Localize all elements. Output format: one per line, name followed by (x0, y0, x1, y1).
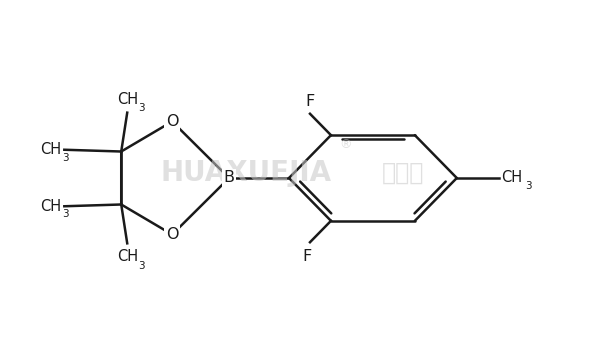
Text: CH: CH (40, 199, 61, 214)
Text: CH: CH (501, 171, 523, 185)
Text: 3: 3 (62, 209, 69, 219)
Text: CH: CH (117, 249, 138, 264)
Text: CH: CH (117, 92, 138, 107)
Text: F: F (302, 249, 312, 264)
Text: 3: 3 (138, 261, 144, 271)
Text: B: B (223, 171, 235, 185)
Text: O: O (166, 227, 178, 242)
Text: 3: 3 (138, 103, 144, 113)
Text: ®: ® (340, 138, 352, 151)
Text: O: O (166, 114, 178, 129)
Text: 化学加: 化学加 (382, 161, 424, 185)
Text: HUAXUEJIA: HUAXUEJIA (160, 159, 331, 187)
Text: CH: CH (40, 142, 61, 157)
Text: F: F (305, 94, 315, 109)
Text: 3: 3 (62, 152, 69, 162)
Text: 3: 3 (525, 181, 532, 191)
